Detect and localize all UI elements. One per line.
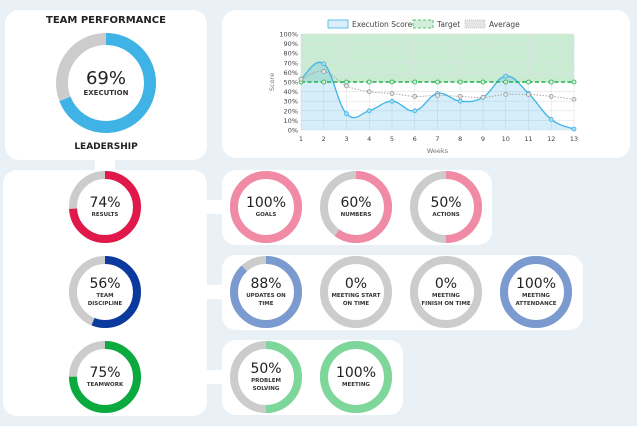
page-title: TEAM PERFORMANCE [46,15,166,26]
chart-card [222,10,630,158]
metric-gauge: 100% MEETING ATTENDANCE [500,256,572,328]
metric-gauge-ring [230,171,302,243]
gauge-value: 100% [335,364,377,381]
gauge-value: 74% [89,194,121,211]
metric-gauge-ring [230,256,302,328]
metric-gauge-ring [500,256,572,328]
gauge-value: 100% [245,194,287,211]
gauge-label: ACTIONS [432,211,460,218]
gauge-label: MEETING FINISH ON TIME [421,292,471,307]
gauge-label: GOALS [255,211,277,218]
gauge-value: 0% [434,275,458,292]
category-gauge-ring [69,256,141,328]
gauge-value: 50% [250,360,282,377]
category-gauge: 75% TEAMWORK [69,341,141,413]
gauge-value: 100% [515,275,557,292]
results-card [222,170,492,245]
execution-value: 69% [85,68,126,89]
metric-gauge-ring [230,341,302,413]
metric-gauge-ring [320,341,392,413]
execution-label: EXECUTION [83,89,129,97]
metric-gauge: 0% MEETING START ON TIME [320,256,392,328]
gauge-value: 88% [250,275,282,292]
gauge-label: NUMBERS [340,211,372,218]
metric-gauge: 0% MEETING FINISH ON TIME [410,256,482,328]
gauge-label: MEETING ATTENDANCE [515,292,557,307]
metric-gauge-ring [410,171,482,243]
section-title: LEADERSHIP [74,142,138,152]
category-gauge-ring [69,171,141,243]
gauge-label: RESULTS [91,211,119,218]
gauge-label: PROBLEM SOLVING [251,377,281,392]
gauge-label: UPDATES ON TIME [246,292,286,307]
metric-gauge: 60% NUMBERS [320,171,392,243]
gauge-value: 0% [344,275,368,292]
gauge-value: 50% [430,194,462,211]
metric-gauge-ring [320,256,392,328]
category-gauge: 74% RESULTS [69,171,141,243]
gauge-label: MEETING [342,381,370,388]
metric-gauge: 88% UPDATES ON TIME [230,256,302,328]
execution-gauge: 69% EXECUTION [54,31,158,135]
gauge-value: 56% [89,275,121,292]
metric-gauge-ring [320,171,392,243]
metric-gauge: 100% GOALS [230,171,302,243]
metric-gauge-ring [410,256,482,328]
category-gauge: 56% TEAM DISCIPLINE [69,256,141,328]
metric-gauge: 50% ACTIONS [410,171,482,243]
gauge-value: 60% [340,194,372,211]
gauge-label: MEETING START ON TIME [331,292,381,307]
category-gauge-ring [69,341,141,413]
gauge-label: TEAMWORK [86,381,124,388]
metric-gauge: 50% PROBLEM SOLVING [230,341,302,413]
metric-gauge: 100% MEETING [320,341,392,413]
gauge-value: 75% [89,364,121,381]
categories-card [3,170,207,416]
execution-ring [56,33,156,133]
gauge-label: TEAM DISCIPLINE [87,292,123,307]
